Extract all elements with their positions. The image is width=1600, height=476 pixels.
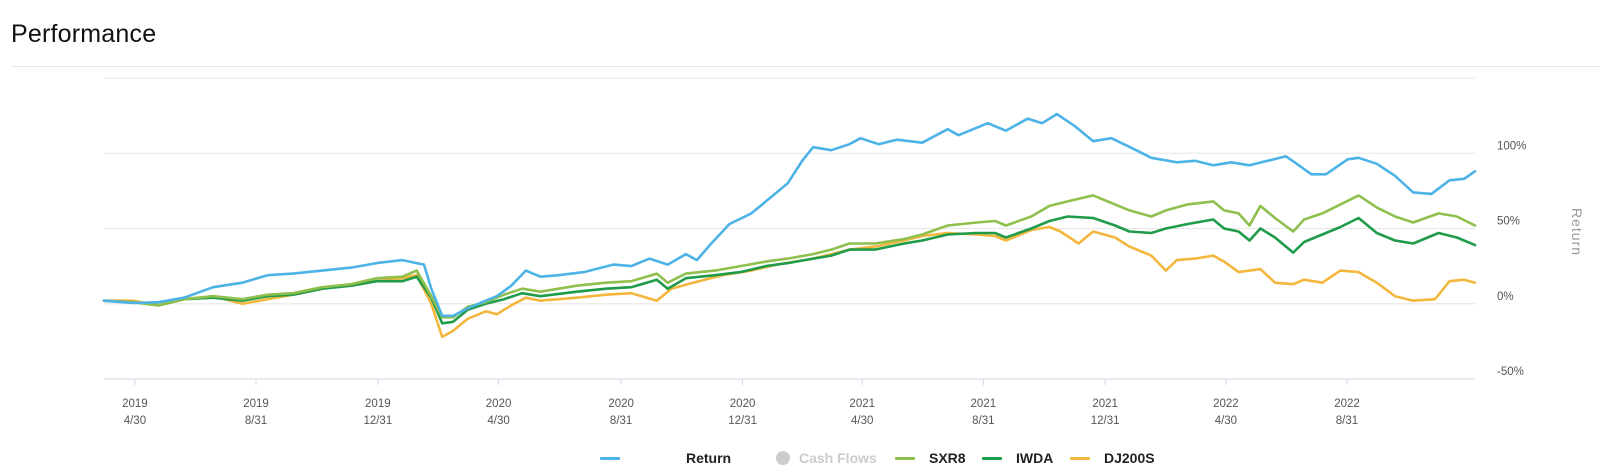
return-line-swatch [600,456,620,460]
series-line-return[interactable] [102,112,1477,318]
page-title: Performance [11,20,157,48]
y-axis-label: Return [1569,208,1585,256]
x-tick-date: 4/30 [851,415,873,427]
series-line-dj200s[interactable] [102,225,1477,339]
legend-item-dj200s[interactable]: DJ200S [1070,447,1155,469]
sxr8-line-swatch [895,456,915,460]
cash-flows-dot-swatch [776,451,790,465]
x-tick-year: 2020 [730,398,756,410]
legend-label-return: Return [686,450,732,466]
legend-item-return[interactable]: Return [600,447,731,469]
x-tick-year: 2022 [1213,398,1239,410]
legend-item-sxr8[interactable]: SXR8 [895,447,966,469]
y-axis: 100% 50% 0% -50% [1497,140,1526,378]
chart-legend: Return Cash Flows SXR8 IWDA DJ200S [0,447,1600,469]
y-tick-label: 0% [1497,291,1514,303]
y-tick-label: 50% [1497,216,1520,228]
x-tick-date: 8/31 [1336,415,1358,427]
x-tick-year: 2019 [243,398,269,410]
x-tick-year: 2020 [608,398,634,410]
series-line-sxr8[interactable] [102,194,1477,319]
x-tick-year: 2021 [971,398,997,410]
performance-chart[interactable]: 2019 4/30 2019 8/31 2019 12/31 2020 4/30 2020 8/3… [0,0,1600,445]
x-tick-date: 12/31 [1091,415,1120,427]
iwda-line-swatch [982,456,1002,460]
x-tick-date: 8/31 [245,415,267,427]
x-tick-year: 2021 [849,398,875,410]
legend-item-cash-flows[interactable]: Cash Flows [776,447,877,469]
x-tick-year: 2019 [122,398,148,410]
series-line-iwda[interactable] [102,215,1477,325]
title-divider [11,66,1600,67]
legend-label-iwda: IWDA [1016,450,1054,466]
x-tick-date: 4/30 [487,415,509,427]
x-tick-date: 8/31 [610,415,632,427]
x-tick-year: 2022 [1334,398,1360,410]
y-tick-label: -50% [1497,366,1524,378]
legend-item-iwda[interactable]: IWDA [982,447,1053,469]
x-tick-year: 2021 [1092,398,1118,410]
chart-grid [104,77,1475,380]
x-tick-date: 8/31 [972,415,994,427]
legend-label-dj200s: DJ200S [1104,450,1155,466]
x-tick-date: 12/31 [363,415,392,427]
legend-label-cash-flows: Cash Flows [799,450,877,466]
dj200s-line-swatch [1070,456,1090,460]
x-axis: 2019 4/30 2019 8/31 2019 12/31 2020 4/30 2020 8/3… [104,378,1475,427]
x-tick-year: 2020 [486,398,512,410]
legend-label-sxr8: SXR8 [929,450,966,466]
x-tick-date: 4/30 [1215,415,1237,427]
x-tick-date: 4/30 [124,415,146,427]
plot-area [102,112,1477,339]
x-tick-date: 12/31 [728,415,757,427]
x-tick-year: 2019 [365,398,391,410]
y-tick-label: 100% [1497,140,1526,152]
